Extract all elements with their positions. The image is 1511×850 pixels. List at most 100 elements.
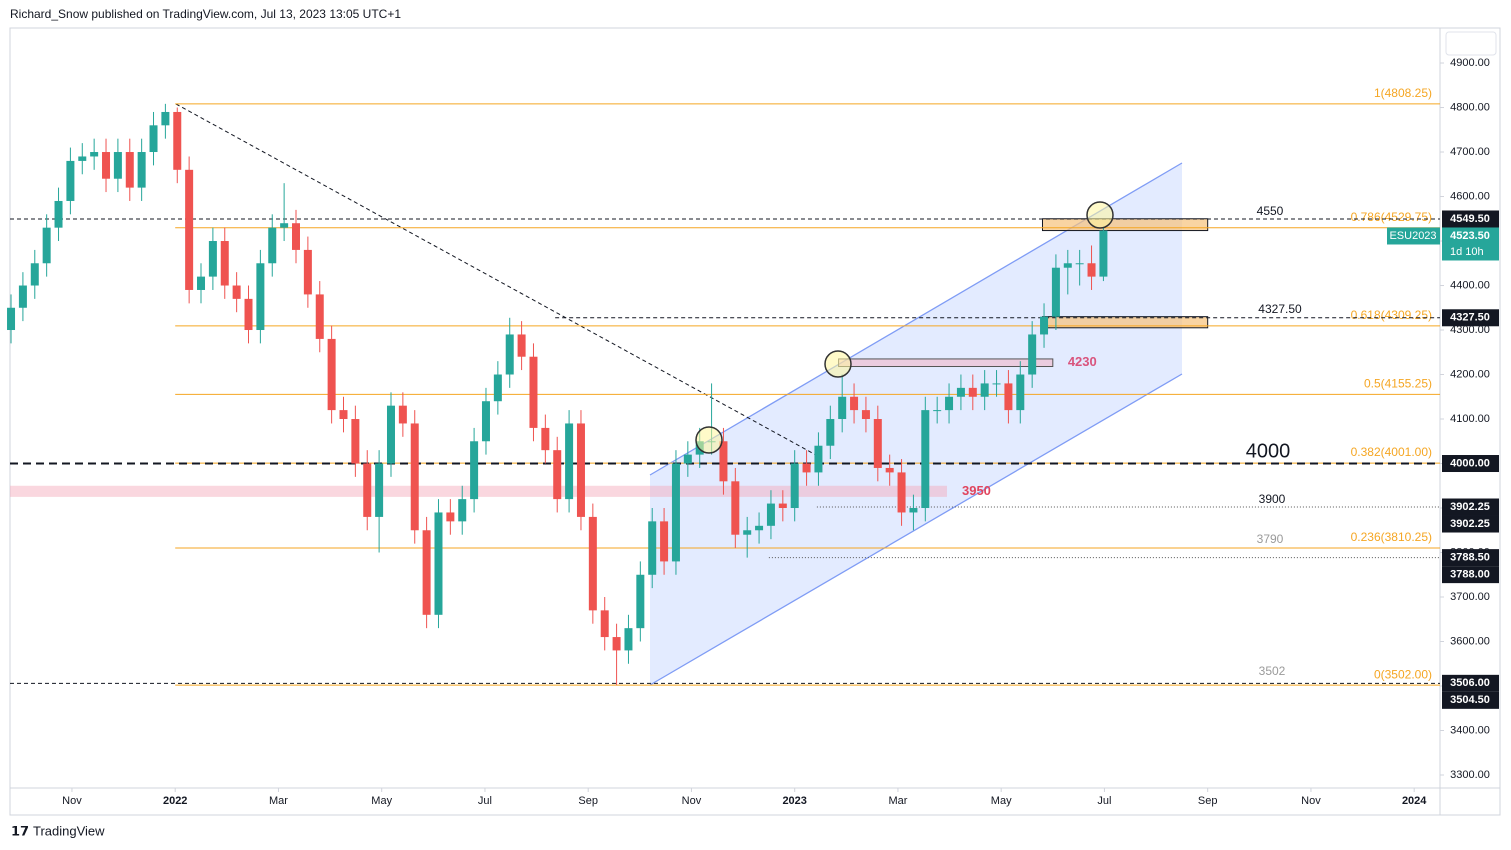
- y-tick-label: 4800.00: [1450, 101, 1490, 113]
- highlight-circle: [1086, 201, 1114, 229]
- candle-body: [66, 160, 75, 201]
- candle-body: [339, 410, 348, 420]
- candle-body: [814, 445, 823, 473]
- countdown: 1d 10h: [1450, 246, 1484, 258]
- candle-body: [921, 410, 930, 509]
- candle-body: [458, 499, 467, 522]
- x-tick-label: Jul: [1097, 795, 1111, 807]
- zone: [10, 485, 947, 497]
- candle-body: [386, 405, 395, 464]
- candle-body: [1075, 263, 1084, 265]
- candle-body: [268, 227, 277, 264]
- candle-body: [933, 410, 942, 412]
- candle-body: [755, 525, 764, 531]
- price-tag: [1442, 515, 1499, 533]
- price-tag: [1442, 210, 1499, 228]
- candle-body: [18, 285, 27, 308]
- candle-body: [7, 307, 16, 331]
- price-tag: [1442, 674, 1499, 692]
- fib-label: 1(4808.25): [1374, 86, 1432, 100]
- annotation: 4000: [1246, 440, 1291, 462]
- candle-body: [363, 463, 372, 517]
- candle-body: [1040, 316, 1049, 335]
- x-tick-label: 2022: [163, 795, 187, 807]
- candle-body: [1028, 334, 1037, 375]
- byline: Richard_Snow published on TradingView.co…: [10, 7, 401, 21]
- candle-body: [315, 294, 324, 339]
- zone-label: 4230: [1068, 354, 1097, 369]
- candle-body: [778, 503, 787, 509]
- highlight-circle: [824, 350, 852, 378]
- x-tick-label: Nov: [1301, 795, 1321, 807]
- price-tag-label: 4000.00: [1450, 457, 1490, 469]
- candle-body: [434, 512, 443, 615]
- scale-button[interactable]: [1445, 31, 1497, 56]
- annotation: 3900: [1259, 492, 1286, 506]
- candle-body: [42, 227, 51, 264]
- candle-body: [1099, 230, 1108, 277]
- candle-body: [897, 472, 906, 513]
- fib-label: 0.382(4001.00): [1351, 445, 1432, 459]
- x-tick-label: Nov: [682, 795, 702, 807]
- candle-body: [945, 396, 954, 411]
- y-tick-label: 4100.00: [1450, 413, 1490, 425]
- price-tag: [1442, 309, 1499, 327]
- candle-body: [624, 628, 633, 651]
- y-tick-label: 3300.00: [1450, 769, 1490, 781]
- candle-body: [719, 441, 728, 482]
- x-tick-label: Sep: [578, 795, 598, 807]
- x-tick-label: 2023: [782, 795, 806, 807]
- candle-body: [292, 223, 300, 250]
- zone: [1041, 218, 1209, 232]
- price-tag-label: 4549.50: [1450, 213, 1490, 225]
- price-tag-label: 3506.00: [1450, 677, 1490, 689]
- candle-body: [683, 454, 692, 464]
- candle-body: [731, 481, 740, 535]
- candle-body: [588, 516, 597, 611]
- fib-label: 0.618(4309.25): [1351, 308, 1432, 322]
- y-tick-label: 4900.00: [1450, 57, 1490, 69]
- candle-body: [351, 419, 360, 464]
- zone-label: 3950: [962, 483, 991, 498]
- candle-body: [743, 530, 752, 535]
- candle-body: [553, 450, 562, 500]
- annotation: 3790: [1257, 532, 1284, 546]
- candle-body: [850, 396, 859, 411]
- candle-body: [648, 521, 657, 575]
- channel-lower: [649, 373, 1183, 686]
- candle-body: [303, 249, 312, 295]
- y-tick-label: 3400.00: [1450, 724, 1490, 736]
- candle-body: [232, 285, 241, 299]
- y-tick-label: 3600.00: [1450, 635, 1490, 647]
- candle-body: [980, 383, 989, 397]
- price-tag-label: 3788.00: [1450, 569, 1490, 581]
- candle-body: [838, 396, 847, 420]
- candle-body: [173, 111, 182, 170]
- symbol-label: ESU2023: [1389, 230, 1436, 242]
- drawings: [175, 103, 1183, 686]
- candle-body: [220, 241, 229, 286]
- candle-body: [90, 152, 99, 157]
- candle-body: [125, 152, 134, 188]
- candle-body: [470, 441, 479, 500]
- candle-body: [493, 374, 502, 402]
- candle-body: [968, 387, 977, 397]
- candle-body: [137, 152, 146, 188]
- x-tick-label: May: [991, 795, 1012, 807]
- trend-line: [175, 103, 817, 456]
- candle-body: [1004, 383, 1013, 411]
- price-tag-label: 3902.25: [1450, 518, 1490, 530]
- candle-body: [30, 263, 39, 286]
- price-tag: [1442, 691, 1499, 709]
- price-tag-label: 3788.50: [1450, 552, 1490, 564]
- y-tick-label: 4300.00: [1450, 324, 1490, 336]
- candle-body: [956, 387, 965, 397]
- price-tag: [1442, 498, 1499, 516]
- channel: [650, 163, 1182, 685]
- candle-body: [410, 423, 419, 531]
- fib-label: 0(3502.00): [1374, 667, 1432, 681]
- price-tag-label: 4327.50: [1450, 312, 1490, 324]
- candle-body: [375, 463, 384, 517]
- candle-body: [244, 298, 253, 331]
- x-tick-label: Mar: [888, 795, 907, 807]
